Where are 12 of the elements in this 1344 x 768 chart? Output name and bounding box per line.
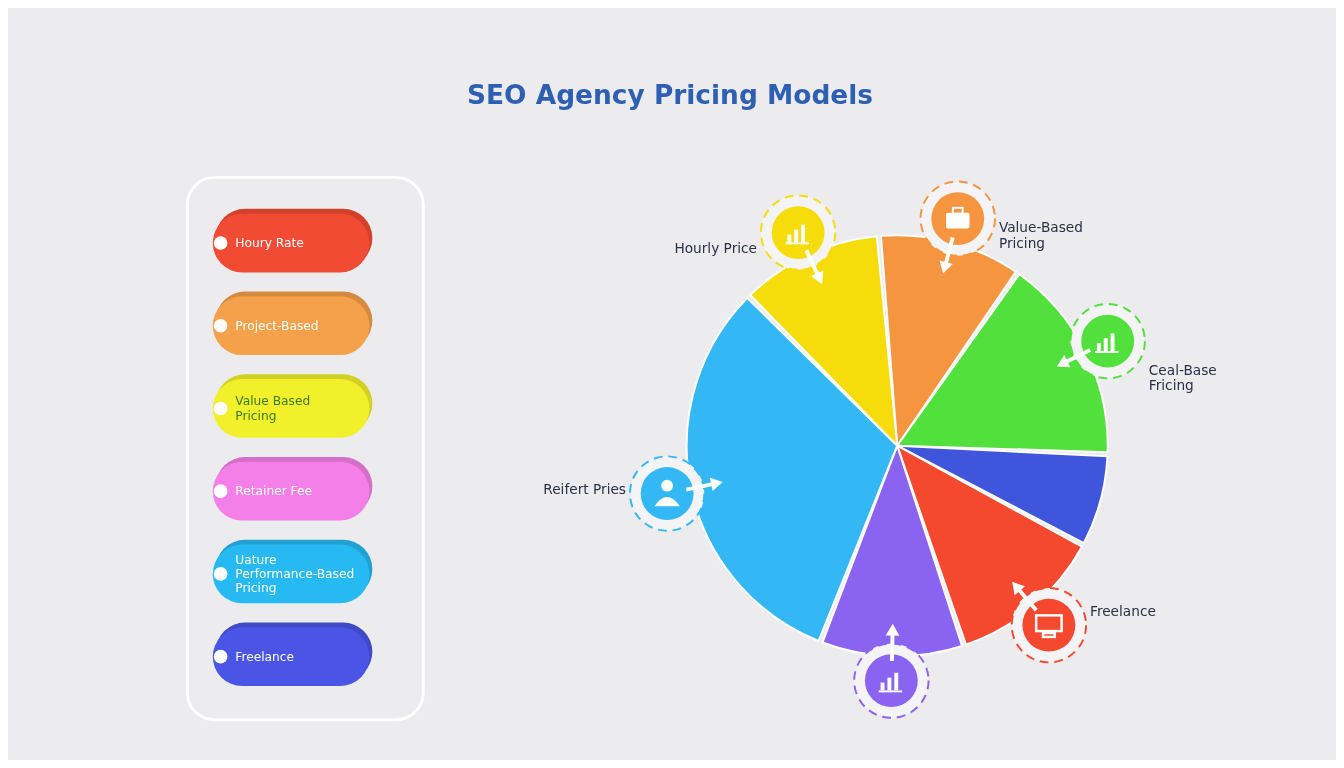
text: Uature Performance-Based Pricing	[235, 552, 355, 595]
slice-label: Freelance	[1090, 602, 1156, 619]
chart-title: SEO Agency Pricing Models	[467, 78, 874, 110]
slice-label: Ceal-Base Fricing	[1148, 361, 1217, 394]
text: Freelance	[235, 649, 295, 664]
slice-label: Hourly Price	[674, 239, 758, 256]
text: Value Based Pricing	[235, 393, 311, 423]
slice-label: Value-Based Pricing	[998, 218, 1083, 251]
text: Project-Based	[235, 318, 319, 333]
text: Retainer Fee	[235, 483, 312, 498]
text: Houry Rate	[235, 235, 304, 250]
slice-label: Reifert Pries	[543, 480, 627, 497]
